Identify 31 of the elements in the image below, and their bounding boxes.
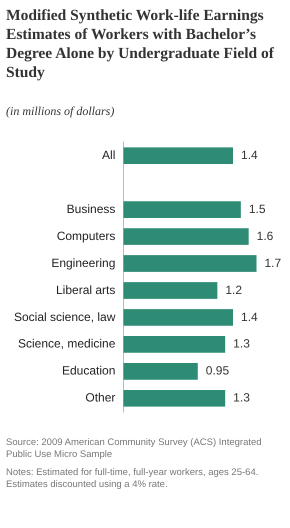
y-tick-label: Computers — [56, 228, 116, 243]
bar — [123, 147, 234, 164]
data-label: 0.95 — [206, 364, 230, 378]
bar — [123, 309, 234, 326]
bar — [123, 282, 218, 299]
chart-title: Modified Synthetic Work-life Earnings Estimates of Workers with Bachelor’s Degree Alone by Undergraduate Field of Study — [6, 6, 275, 82]
bar — [123, 201, 241, 218]
y-tick-label: Liberal arts — [56, 282, 116, 297]
data-label: 1.4 — [241, 148, 258, 162]
source-note: Source: 2009 American Community Survey (ACS) Integrated Public Use Micro Sample — [6, 437, 263, 461]
y-tick-label: Education — [62, 364, 116, 378]
data-label: 1.2 — [225, 282, 242, 297]
chart-subtitle: (in millions of dollars) — [6, 104, 116, 119]
data-label: 1.4 — [241, 310, 258, 324]
data-label: 1.7 — [264, 256, 282, 270]
bar — [123, 255, 257, 272]
y-tick-label: Engineering — [51, 256, 116, 270]
data-label: 1.5 — [248, 202, 266, 216]
y-tick-label: Science, medicine — [18, 336, 116, 351]
y-tick-label: Social science, law — [14, 310, 116, 324]
y-tick-label: All — [102, 148, 116, 162]
data-label: 1.3 — [233, 336, 250, 351]
bar — [123, 228, 249, 245]
bar — [123, 336, 226, 353]
y-tick-label: Business — [66, 202, 116, 216]
data-label: 1.3 — [233, 390, 250, 405]
bar — [123, 363, 198, 380]
data-label: 1.6 — [256, 228, 274, 243]
bar — [123, 390, 226, 407]
text: Notes: Estimated for full-time, full-year workers, ages 25-64. Estimates discounted using a 4% rate. — [6, 467, 260, 491]
y-tick-label: Other — [85, 390, 116, 405]
